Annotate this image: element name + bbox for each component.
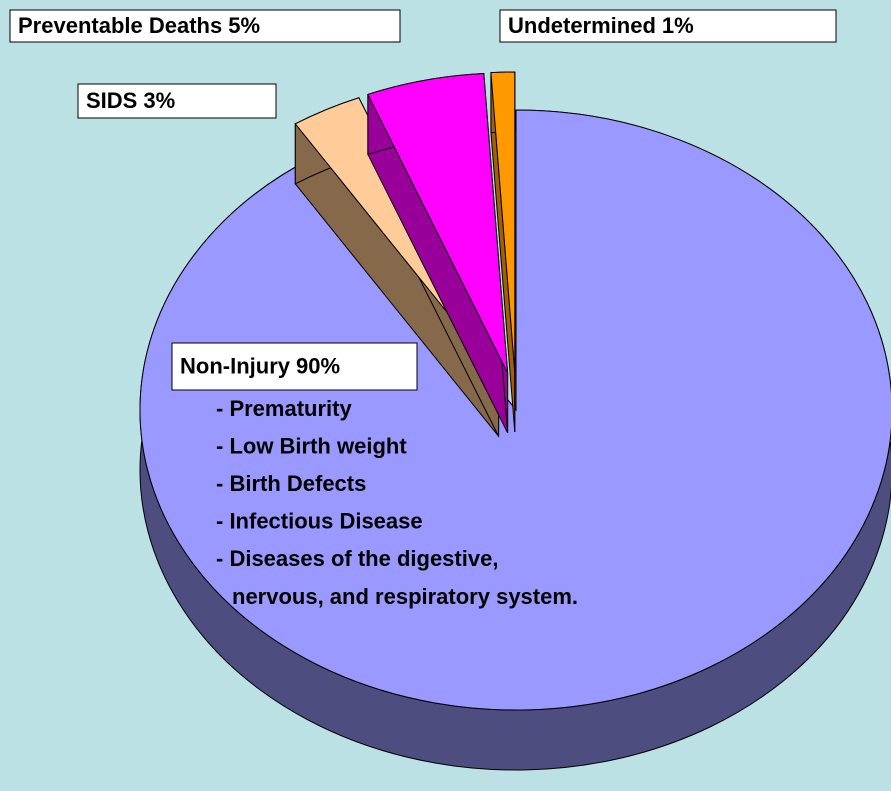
label-box [499,9,837,43]
label-box [77,83,277,119]
annotation: - Birth Defects [216,471,366,496]
slice-label-value: 3% [143,88,175,113]
label-box [9,9,401,43]
annotation: - Prematurity [216,396,352,421]
annotation: - Low Birth weight [216,433,407,458]
slice [139,109,891,711]
slice-label: Non-Injury 90% [180,353,340,378]
slice [490,71,516,373]
slice-label-value: 5% [228,13,260,38]
annotation: nervous, and respiratory system. [232,584,578,609]
annotation: - Infectious Disease [216,509,423,534]
slice-label-name: SIDS [86,88,137,113]
slice-label: Preventable Deaths 5% [18,13,260,38]
label-box [171,342,418,391]
slice [367,73,509,374]
slice-label-value: 90% [296,353,340,378]
annotation: - Diseases of the digestive, [216,546,498,571]
slice-label: SIDS 3% [86,88,175,113]
slice-label-name: Undetermined [508,13,656,38]
slice-label: Undetermined 1% [508,13,694,38]
slice-label-name: Non-Injury [180,353,291,378]
slice-label-name: Preventable Deaths [18,13,222,38]
slice-label-value: 1% [662,13,694,38]
